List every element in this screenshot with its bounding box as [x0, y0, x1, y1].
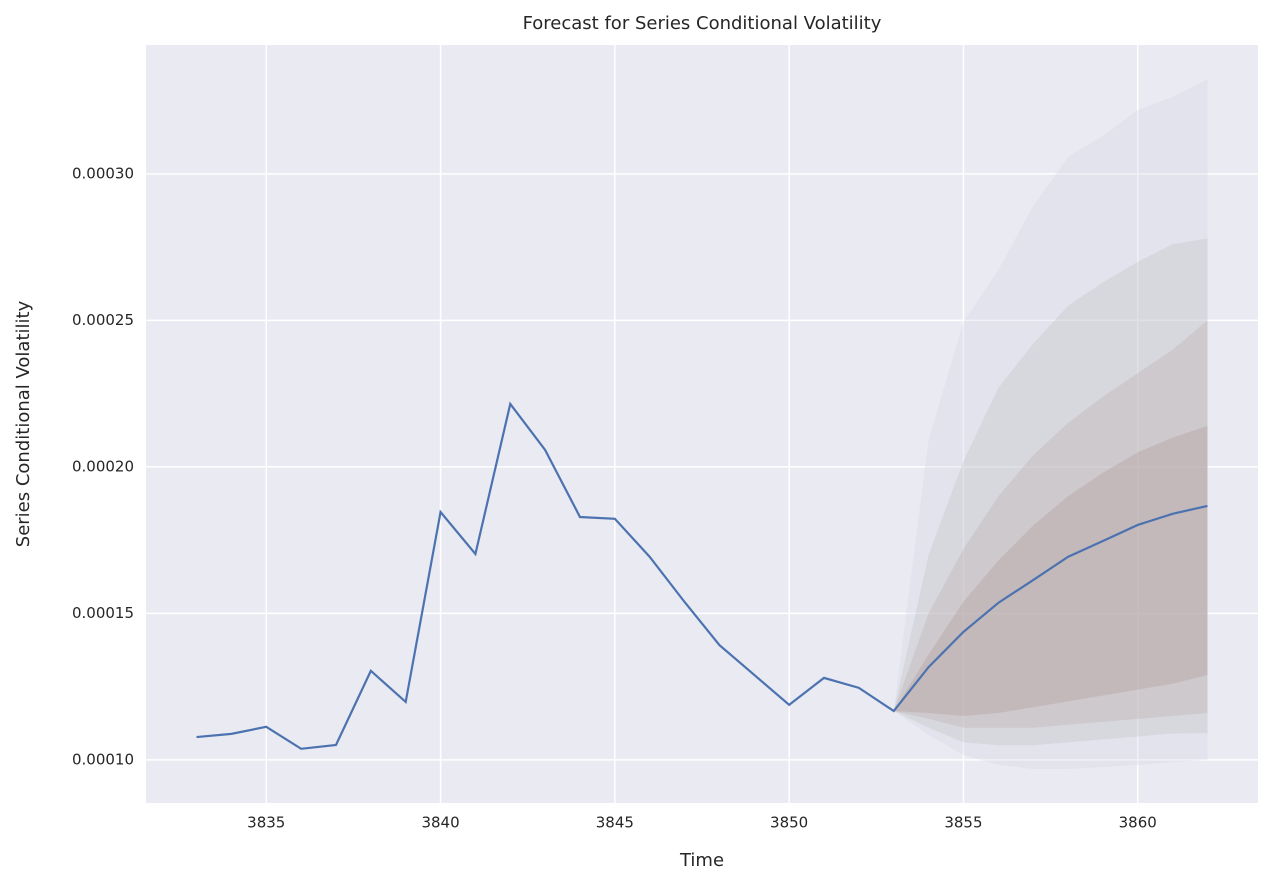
y-tick-label: 0.00010	[72, 750, 134, 768]
x-tick-label: 3845	[596, 814, 634, 832]
line	[196, 401, 1208, 750]
x-tick-label: 3840	[421, 814, 459, 832]
y-tick-label: 0.00025	[72, 311, 134, 329]
y-tick-label: 0.00030	[72, 164, 134, 182]
chart-title: Forecast for Series Conditional Volatili…	[523, 13, 882, 34]
x-tick-label: 3850	[770, 814, 808, 832]
x-tick-label: 3860	[1119, 814, 1157, 832]
x-tick-label: 3835	[247, 814, 285, 832]
plot-area	[146, 45, 1258, 803]
forecast-band	[893, 78, 1208, 770]
y-axis-label: Series Conditional Volatility	[13, 300, 34, 547]
forecast-band	[893, 425, 1208, 716]
x-axis-label: Time	[679, 850, 724, 871]
y-tick-label: 0.00015	[72, 604, 134, 622]
forecast-band	[893, 238, 1208, 746]
x-tick-label: 3855	[944, 814, 982, 832]
y-tick-label: 0.00020	[72, 457, 134, 475]
